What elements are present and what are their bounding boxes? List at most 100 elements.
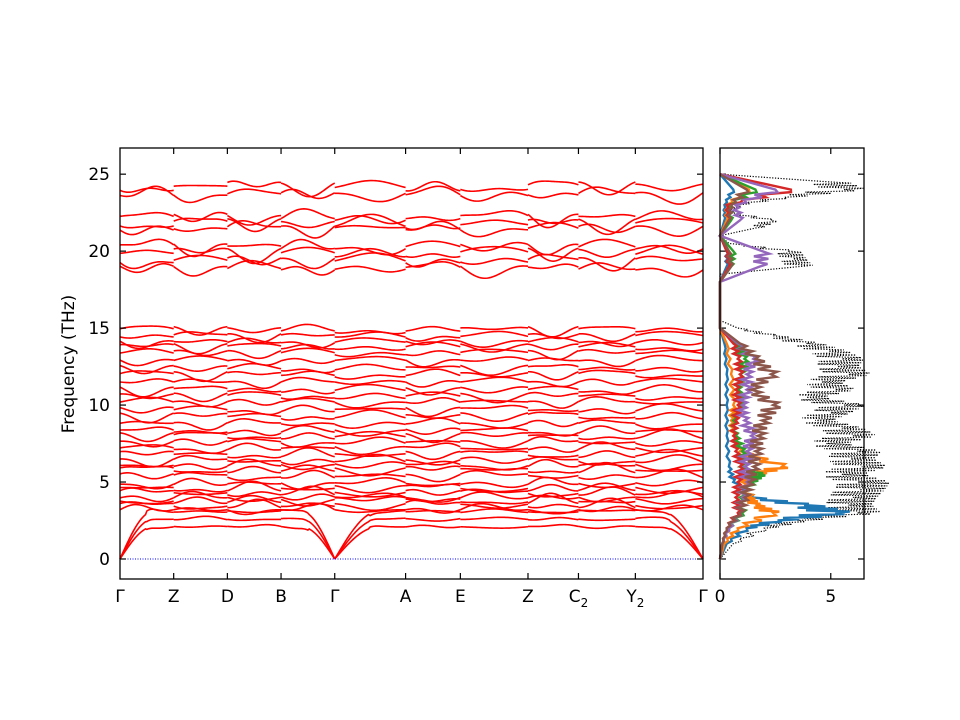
acoustic-band (173, 510, 228, 513)
optical-band (280, 487, 335, 491)
dos-plot-frame (719, 147, 865, 580)
optical-band (280, 469, 336, 479)
optical-band (578, 441, 636, 445)
optical-band (635, 183, 704, 192)
acoustic-band (460, 516, 529, 521)
optical-band (405, 413, 461, 419)
optical-band (578, 450, 636, 459)
acoustic-band (460, 508, 529, 514)
optical-band (227, 337, 282, 344)
acoustic-band (527, 516, 579, 521)
optical-band (173, 243, 228, 258)
optical-band (173, 392, 228, 403)
y-tick-label: 0 (99, 550, 110, 570)
optical-band (635, 244, 704, 255)
optical-band (280, 341, 336, 349)
optical-band (334, 374, 406, 380)
optical-band (527, 411, 579, 416)
acoustic-band (227, 523, 282, 528)
acoustic-band (635, 516, 704, 560)
optical-band (119, 432, 174, 443)
optical-band (227, 358, 282, 366)
optical-band (227, 418, 282, 424)
optical-band (527, 218, 579, 225)
optical-band (334, 453, 406, 463)
optical-band (173, 470, 228, 474)
optical-band (635, 327, 704, 333)
optical-band (635, 217, 704, 224)
k-point-label: Γ (698, 587, 708, 607)
optical-band (227, 412, 282, 418)
optical-band (173, 496, 228, 505)
optical-band (578, 378, 636, 386)
optical-band (578, 340, 636, 348)
optical-band (460, 210, 529, 217)
optical-band (460, 440, 529, 449)
optical-band (227, 476, 282, 482)
optical-band (334, 179, 406, 189)
optical-band (578, 186, 636, 195)
optical-band (334, 383, 406, 392)
optical-band (460, 487, 529, 493)
optical-band (527, 503, 579, 509)
optical-band (334, 445, 406, 456)
optical-band (527, 435, 579, 443)
optical-band (280, 458, 335, 466)
optical-band (578, 369, 636, 375)
optical-band (119, 444, 174, 449)
optical-band (635, 244, 704, 255)
optical-band (227, 465, 282, 474)
optical-band (578, 262, 636, 271)
optical-band (173, 355, 228, 362)
optical-band (280, 416, 335, 421)
optical-band (460, 356, 529, 362)
optical-band (527, 400, 579, 409)
acoustic-band (119, 518, 174, 560)
optical-band (227, 327, 282, 334)
optical-band (334, 224, 406, 229)
acoustic-band (227, 510, 282, 514)
optical-band (280, 498, 335, 507)
optical-band (460, 348, 529, 354)
acoustic-band (578, 525, 636, 530)
optical-band (578, 460, 636, 466)
band-lines (119, 179, 704, 560)
optical-band (280, 493, 336, 501)
optical-band (334, 461, 406, 469)
optical-band (578, 496, 636, 503)
optical-band (578, 396, 636, 403)
optical-band (578, 419, 636, 425)
optical-band (119, 440, 174, 448)
optical-band (119, 262, 175, 274)
optical-band (227, 498, 282, 509)
dos-series-total (718, 173, 890, 560)
optical-band (280, 404, 335, 413)
optical-band (460, 399, 529, 403)
optical-band (527, 213, 579, 229)
optical-band (119, 393, 174, 400)
optical-band (280, 485, 336, 496)
optical-band (635, 354, 704, 362)
optical-band (460, 339, 529, 348)
k-point-label: Z (522, 587, 534, 607)
optical-band (119, 340, 174, 350)
optical-band (459, 228, 529, 238)
optical-band (173, 338, 228, 343)
optical-band (119, 249, 174, 255)
k-point-label: Z (168, 587, 180, 607)
optical-band (119, 370, 174, 375)
optical-band (334, 467, 406, 477)
acoustic-band (334, 509, 406, 560)
optical-band (119, 472, 174, 480)
optical-band (405, 465, 461, 471)
optical-band (119, 378, 174, 384)
acoustic-band (281, 517, 336, 560)
optical-band (227, 333, 282, 344)
optical-band (460, 392, 529, 404)
acoustic-band (405, 517, 461, 522)
optical-band (527, 483, 579, 492)
optical-band (334, 491, 406, 498)
optical-band (119, 187, 174, 194)
optical-band (460, 376, 529, 383)
